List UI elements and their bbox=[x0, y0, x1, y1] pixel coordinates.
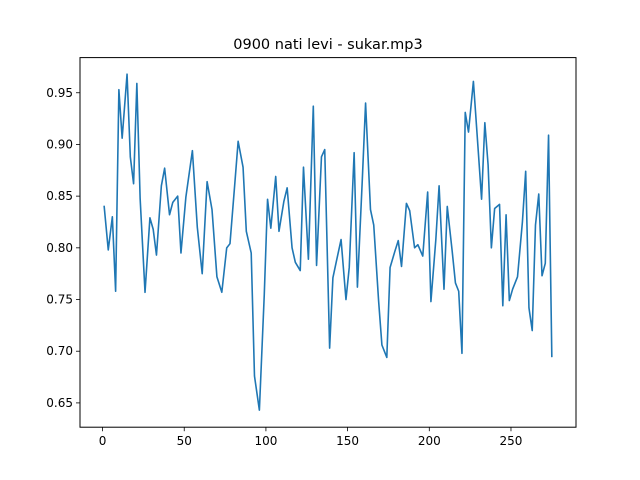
y-tick-label: 0.65 bbox=[46, 396, 73, 410]
chart-title: 0900 nati levi - sukar.mp3 bbox=[233, 37, 422, 53]
x-tick-label: 0 bbox=[99, 434, 107, 448]
x-tick-label: 200 bbox=[418, 434, 441, 448]
y-tick-label: 0.80 bbox=[46, 241, 73, 255]
plot-area bbox=[103, 73, 553, 411]
y-tick-label: 0.70 bbox=[46, 344, 73, 358]
x-tick-label: 150 bbox=[336, 434, 359, 448]
axes-frame bbox=[79, 57, 577, 428]
x-tick-label: 50 bbox=[177, 434, 192, 448]
y-tick-label: 0.90 bbox=[46, 137, 73, 151]
x-tick-label: 100 bbox=[254, 434, 277, 448]
y-tick-label: 0.95 bbox=[46, 86, 73, 100]
x-axis: 0 50 100 150 200 250 bbox=[99, 427, 523, 448]
x-tick-label: 250 bbox=[500, 434, 523, 448]
series-line-0 bbox=[103, 73, 553, 411]
y-tick-label: 0.85 bbox=[46, 189, 73, 203]
y-axis: 0.65 0.70 0.75 0.80 0.85 0.90 0.95 bbox=[46, 86, 80, 410]
y-tick-label: 0.75 bbox=[46, 293, 73, 307]
